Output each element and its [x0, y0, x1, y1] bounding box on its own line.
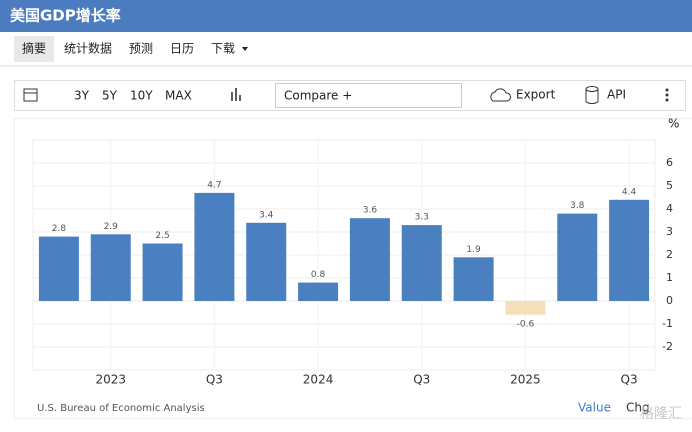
value-label: 2.8 [52, 224, 67, 234]
bar [38, 236, 79, 301]
y-tick-label: 3 [666, 225, 673, 238]
y-tick-label: 2 [666, 248, 673, 261]
y-tick-label: 4 [666, 202, 673, 215]
compare-input[interactable] [275, 83, 462, 108]
value-label: 3.6 [363, 206, 378, 216]
bar [246, 222, 287, 301]
bar [609, 199, 650, 301]
y-tick-label: -1 [662, 317, 673, 330]
dropdown-caret[interactable] [242, 47, 248, 51]
x-tick-label: 2024 [303, 373, 334, 387]
bar [401, 225, 442, 301]
compare-placeholder[interactable]: Compare + [284, 89, 352, 103]
tab[interactable]: 摘要 [22, 41, 46, 56]
value-label: -0.6 [517, 319, 535, 329]
chg-link[interactable]: Chg [626, 401, 650, 415]
x-tick-label: 2023 [95, 373, 126, 387]
value-label: 3.3 [415, 213, 429, 223]
chart-frame [14, 118, 692, 419]
value-label: 4.4 [622, 187, 637, 197]
source: U.S. Bureau of Economic Analysis [37, 403, 205, 414]
tab[interactable]: 下载 [211, 42, 235, 56]
y-unit: % [668, 117, 679, 131]
chart-type-icon[interactable] [231, 88, 241, 101]
api-button[interactable]: API [607, 88, 626, 102]
header-bar [0, 0, 692, 32]
bar [557, 213, 598, 301]
value-label: 1.9 [466, 245, 481, 255]
value-label: 4.7 [207, 180, 221, 190]
value-label: 2.9 [104, 222, 119, 232]
bar [505, 301, 546, 315]
range-button[interactable]: MAX [165, 89, 192, 103]
y-tick-label: 1 [666, 271, 673, 284]
value-label: 0.8 [311, 270, 326, 280]
x-tick-label: Q3 [413, 373, 430, 387]
value-label: 3.4 [259, 210, 274, 220]
bar [194, 192, 235, 301]
y-tick-label: 6 [666, 156, 673, 169]
watermark: 格隆汇 [640, 406, 682, 422]
x-tick-label: Q3 [621, 373, 638, 387]
value-label: 3.8 [570, 201, 585, 211]
api-icon[interactable] [585, 86, 599, 104]
bar [90, 234, 131, 301]
x-tick-label: Q3 [206, 373, 223, 387]
tab[interactable]: 日历 [170, 42, 194, 56]
y-tick-label: 0 [666, 294, 673, 307]
more-icon[interactable] [665, 88, 669, 102]
y-tick-label: 5 [666, 179, 673, 192]
range-button[interactable]: 5Y [102, 89, 118, 103]
page-title: 美国GDP增长率 [10, 7, 121, 25]
bar [349, 218, 390, 301]
value-link[interactable]: Value [578, 401, 611, 415]
calendar-icon[interactable] [23, 88, 38, 102]
bar [142, 243, 183, 301]
bar [453, 257, 494, 301]
tab[interactable]: 统计数据 [64, 41, 112, 56]
value-label: 2.5 [155, 231, 169, 241]
export-button[interactable]: Export [516, 88, 556, 102]
export-icon[interactable] [490, 88, 511, 102]
range-button[interactable]: 3Y [74, 89, 90, 103]
range-button[interactable]: 10Y [130, 89, 153, 103]
x-tick-label: 2025 [510, 373, 541, 387]
y-tick-label: -2 [662, 340, 673, 353]
active-tab-bg [14, 36, 54, 62]
tab[interactable]: 预测 [129, 42, 153, 56]
bar [298, 282, 339, 301]
